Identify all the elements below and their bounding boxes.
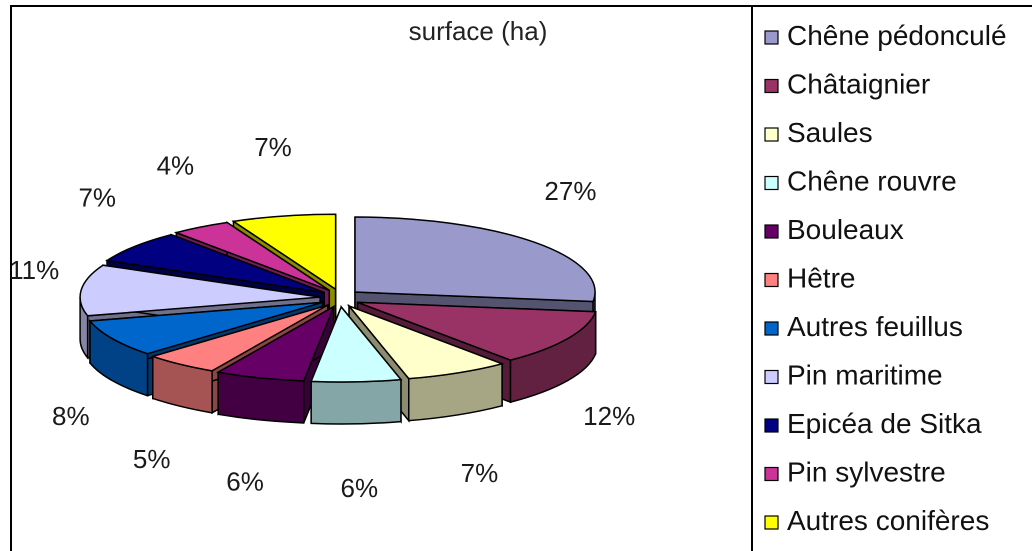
percent-label-4: 6% xyxy=(341,473,379,503)
legend-swatch-10 xyxy=(764,466,779,482)
legend-label-5: Bouleaux xyxy=(787,214,904,245)
percent-label-10: 4% xyxy=(157,150,195,180)
legend-label-1: Chêne pédonculé xyxy=(787,20,1007,51)
percent-label-7: 8% xyxy=(52,401,90,431)
legend-label-9: Epicéa de Sitka xyxy=(787,408,982,439)
legend-label-2: Châtaignier xyxy=(787,69,930,100)
legend-label-7: Autres feuillus xyxy=(787,311,963,342)
percent-label-5: 6% xyxy=(226,466,264,496)
legend-swatch-3 xyxy=(764,127,779,142)
legend-label-8: Pin maritime xyxy=(787,360,943,391)
percent-label-8: 11% xyxy=(9,255,59,285)
chart-title: surface (ha) xyxy=(409,16,548,46)
legend-label-10: Pin sylvestre xyxy=(787,457,946,488)
legend-swatch-6 xyxy=(764,272,779,288)
legend-label-6: Hêtre xyxy=(787,263,855,294)
legend-swatch-9 xyxy=(764,418,779,433)
legend: Chêne pédonculé Châtaignier Saules Chêne ro… xyxy=(764,20,1007,536)
pie-slices xyxy=(79,213,597,425)
percent-labels: 27% 12% 7% 6% 6% 5% 8% 11% 7% 4% 7% xyxy=(9,132,635,503)
percent-label-11: 7% xyxy=(254,132,292,162)
pie-slice-4 xyxy=(310,304,403,425)
legend-swatch-7 xyxy=(764,321,779,336)
percent-label-1: 27% xyxy=(544,176,596,206)
percent-label-2: 12% xyxy=(583,401,635,431)
legend-swatch-1 xyxy=(764,30,779,45)
legend-swatch-5 xyxy=(764,224,779,239)
percent-label-6: 5% xyxy=(133,444,171,474)
percent-label-3: 7% xyxy=(461,458,499,488)
legend-label-4: Chêne rouvre xyxy=(787,166,957,197)
percent-label-9: 7% xyxy=(78,183,116,213)
legend-swatch-11 xyxy=(764,515,779,530)
legend-swatch-4 xyxy=(764,175,779,191)
legend-label-11: Autres conifères xyxy=(787,505,989,536)
legend-label-3: Saules xyxy=(787,117,873,148)
legend-swatch-2 xyxy=(764,78,779,94)
legend-swatch-8 xyxy=(764,369,779,385)
